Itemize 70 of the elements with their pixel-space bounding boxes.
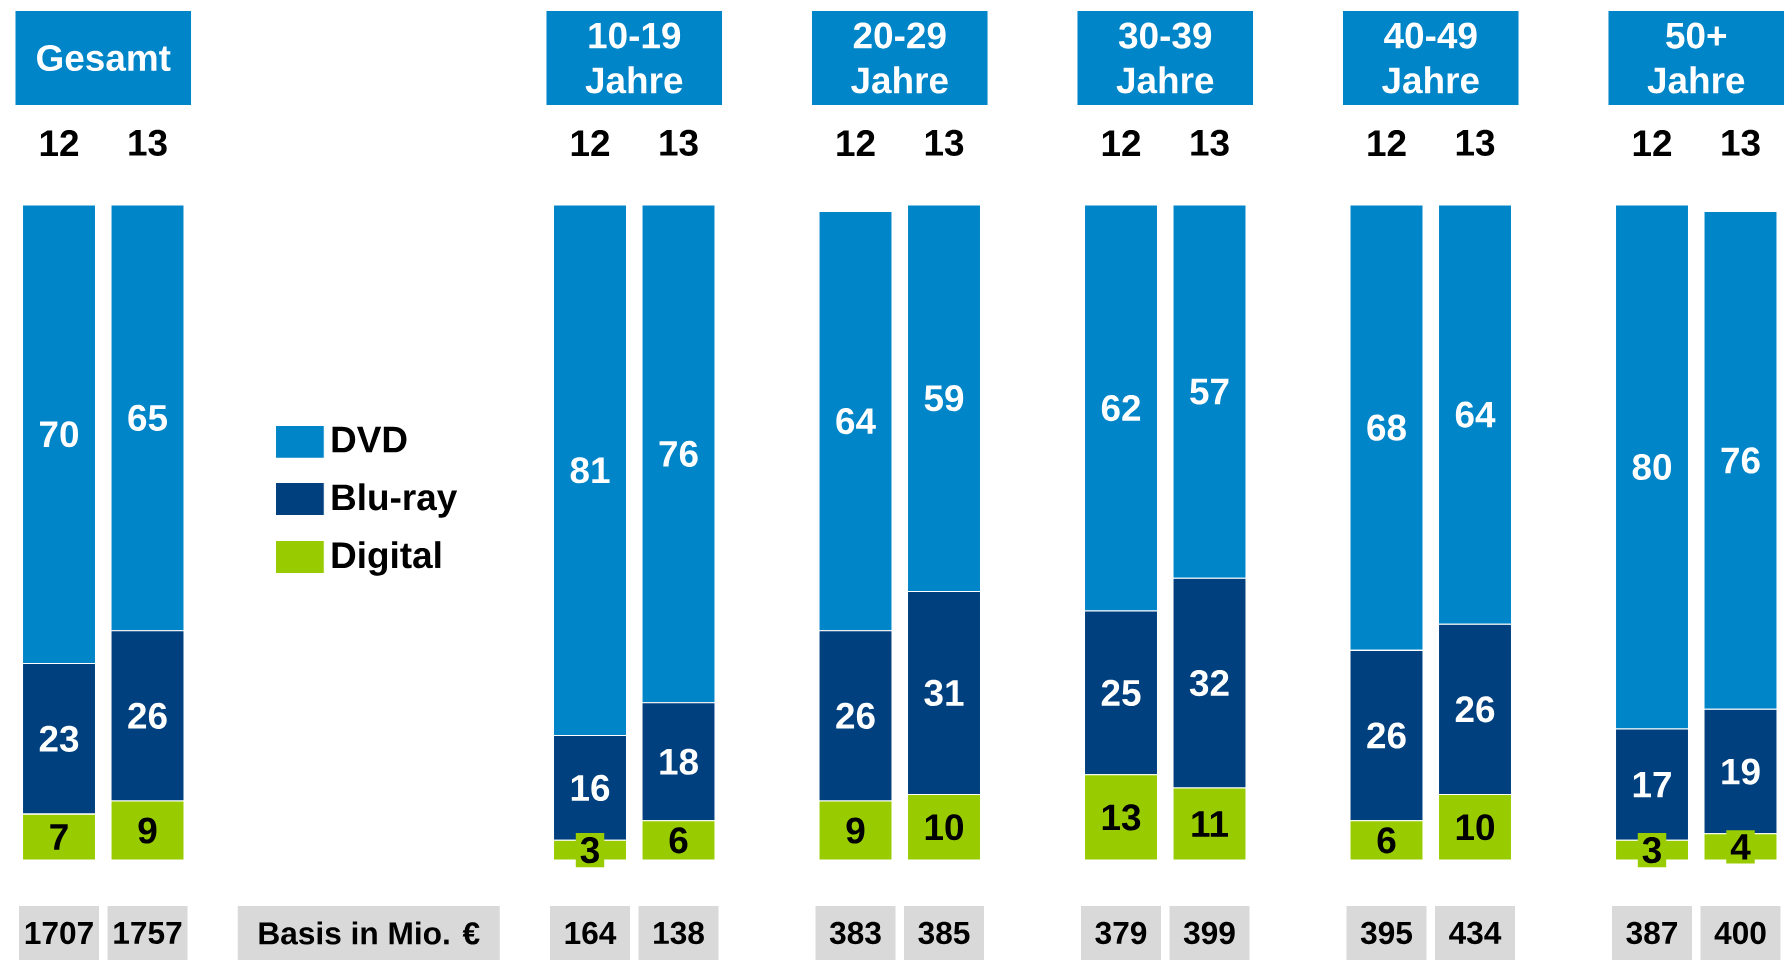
data-label: 4	[1730, 834, 1751, 860]
text: 385	[918, 921, 970, 945]
x-tick-label: 12	[1368, 130, 1406, 156]
text: 50+ Jahre	[1647, 22, 1745, 94]
data-label: 65	[128, 404, 168, 431]
legend-label: Digital	[332, 541, 441, 576]
text: 399	[1183, 921, 1235, 945]
text: 1757	[114, 921, 182, 945]
data-label: 59	[924, 385, 964, 412]
data-label: 26	[1455, 696, 1495, 723]
text: Gesamt	[37, 44, 171, 72]
data-label: 76	[1721, 447, 1760, 474]
data-label: 62	[1101, 394, 1141, 422]
x-tick-label: 13	[660, 129, 698, 156]
data-label: 9	[138, 817, 157, 844]
text: 434	[1449, 921, 1502, 945]
data-label: 19	[1722, 758, 1760, 785]
data-label: 10	[925, 814, 964, 841]
data-label: 23	[39, 725, 79, 752]
text: 383	[829, 921, 881, 945]
data-label: 57	[1190, 378, 1229, 405]
text: 400	[1714, 921, 1766, 945]
data-label: 76	[659, 440, 698, 467]
x-tick-label: 13	[1456, 129, 1495, 156]
data-label: 6	[669, 827, 688, 854]
data-label: 70	[40, 421, 79, 448]
data-label: 17	[1633, 771, 1671, 798]
x-tick-label: 12	[837, 130, 875, 156]
data-label: 13	[1102, 804, 1141, 831]
text: 164	[565, 921, 617, 945]
x-tick-label: 12	[571, 130, 610, 156]
data-label: 68	[1367, 414, 1406, 441]
data-label: 9	[846, 817, 865, 844]
text: 1707	[25, 921, 93, 945]
data-label: 7	[50, 824, 68, 850]
x-tick-label: 13	[925, 129, 964, 156]
data-label: 3	[1642, 837, 1661, 864]
data-label: 31	[924, 679, 964, 707]
data-label: 81	[570, 457, 610, 484]
legend-label: Blu-ray	[332, 483, 458, 518]
data-label: 25	[1101, 679, 1141, 707]
data-label: 18	[660, 748, 698, 775]
x-tick-label: 13	[1722, 129, 1760, 156]
data-label: 26	[1367, 722, 1406, 749]
legend-label: DVD	[332, 426, 407, 453]
data-label: 32	[1189, 670, 1229, 697]
x-tick-label: 13	[129, 129, 167, 156]
text: 40-49 Jahre	[1382, 22, 1479, 94]
data-label: 3	[580, 837, 599, 864]
data-label: 6	[1377, 827, 1396, 854]
text: 10-19 Jahre	[585, 22, 683, 94]
data-label: 64	[836, 408, 876, 435]
text: 20-29 Jahre	[851, 22, 948, 94]
text: 138	[654, 921, 704, 945]
text: 395	[1360, 921, 1413, 945]
text: 30-39 Jahre	[1116, 22, 1214, 94]
x-tick-label: 12	[40, 130, 79, 156]
text: 387	[1626, 921, 1678, 945]
data-label: 16	[571, 774, 610, 802]
data-label: 26	[128, 702, 167, 729]
data-label: 11	[1192, 811, 1229, 837]
text: Basis in Mio. €	[259, 921, 480, 945]
data-label: 80	[1632, 453, 1672, 481]
data-label: 64	[1455, 401, 1496, 428]
data-label: 26	[836, 702, 875, 729]
x-tick-label: 13	[1191, 129, 1229, 156]
data-label: 10	[1456, 814, 1495, 841]
text: 379	[1095, 921, 1147, 945]
x-tick-label: 12	[1102, 130, 1141, 156]
x-tick-label: 12	[1633, 130, 1672, 156]
